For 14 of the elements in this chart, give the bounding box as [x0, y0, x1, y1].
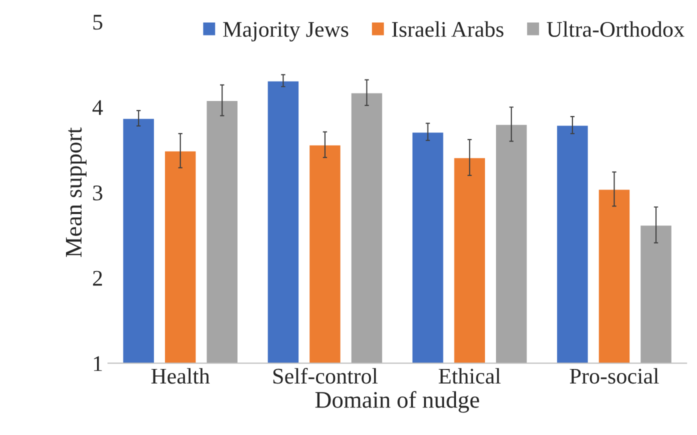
legend-label: Ultra-Orthodox: [546, 21, 684, 37]
y-tick-label: 4: [92, 100, 103, 115]
x-tick-label: Pro-social: [570, 368, 659, 384]
y-tick-label: 2: [93, 270, 102, 286]
x-tick-label: Health: [151, 368, 210, 384]
x-tick-label: Self-control: [273, 368, 378, 384]
y-tick-label: 3: [93, 185, 102, 200]
x-tick-label: Ethical: [438, 368, 501, 384]
y-tick-label: 5: [93, 14, 102, 30]
x-axis-title: Domain of nudge: [315, 391, 480, 413]
y-axis-title: Mean support: [66, 127, 87, 258]
legend-label: Israeli Arabs: [392, 21, 504, 37]
y-tick-label: 1: [94, 356, 102, 371]
legend-label: Majority Jews: [223, 22, 348, 42]
